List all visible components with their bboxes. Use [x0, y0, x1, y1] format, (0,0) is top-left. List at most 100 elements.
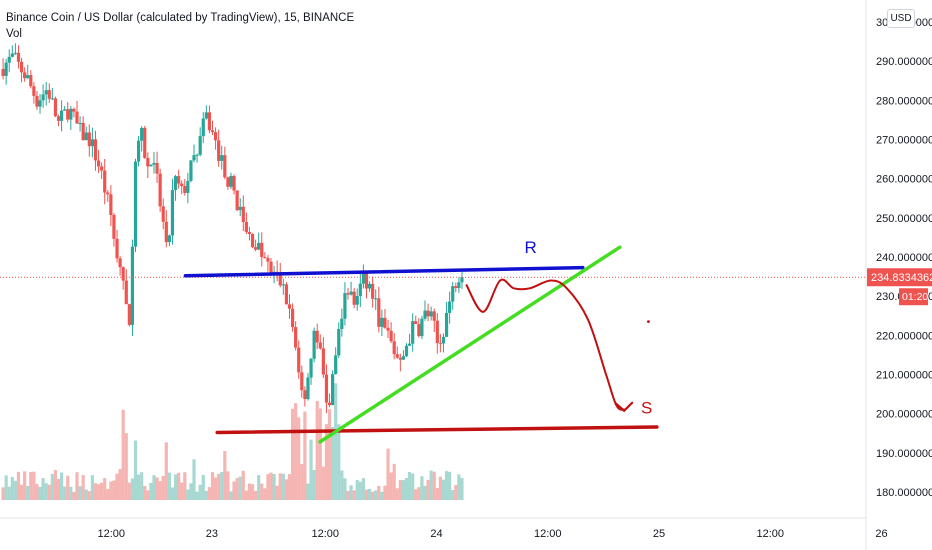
volume-bar [198, 484, 202, 500]
candle [164, 221, 168, 243]
candle [158, 173, 162, 207]
volume-bar [84, 489, 88, 500]
volume-bar [170, 487, 175, 500]
candle [266, 258, 270, 262]
resistance-label: R [524, 238, 536, 257]
candle [177, 176, 181, 184]
candle [374, 298, 378, 300]
volume-bar [352, 490, 356, 500]
candle [226, 177, 230, 187]
price-badge: 234.8334362 01:20 [867, 268, 932, 306]
volume-bar [340, 470, 344, 500]
volume-bar [32, 471, 36, 500]
candle [263, 257, 267, 259]
candle [195, 154, 199, 156]
volume-bar [389, 472, 393, 500]
volume-bar [112, 480, 116, 500]
candle [404, 345, 409, 357]
candle [423, 310, 427, 319]
candle [124, 280, 128, 305]
candle [217, 140, 221, 161]
volume-bar [47, 484, 51, 500]
volume-bar [87, 491, 91, 500]
volume-bar [300, 464, 304, 500]
candle [392, 341, 396, 355]
volume-bar [269, 472, 273, 500]
candle [358, 283, 362, 297]
volume-bar [121, 409, 125, 500]
price-tick-label: 290.0000000 [876, 56, 932, 68]
candle [435, 320, 439, 344]
candle [35, 95, 39, 107]
candle [398, 357, 402, 360]
volume-bar [423, 485, 427, 500]
volume-bar [35, 483, 39, 500]
candle [210, 130, 215, 133]
candle [321, 348, 325, 375]
resistance-line [183, 265, 585, 278]
candle [315, 330, 319, 343]
volume-bar [232, 481, 236, 500]
candle [72, 108, 76, 112]
candle [411, 321, 415, 344]
volume-bar [136, 474, 141, 500]
currency-button[interactable]: USD [887, 9, 915, 28]
countdown-box [899, 288, 928, 306]
volume-bar [318, 408, 322, 500]
volume-bar [59, 472, 64, 500]
volume-bar [297, 417, 301, 500]
candle [417, 324, 421, 337]
drawings: RS [183, 238, 659, 444]
candle [426, 310, 430, 317]
volume-bar [454, 485, 458, 500]
candle [38, 100, 42, 107]
price-tick-label: 260.0000000 [876, 174, 932, 186]
candle [50, 98, 54, 100]
candle [278, 273, 282, 286]
volume-bar [349, 485, 353, 500]
volume-label: Vol [6, 28, 22, 40]
volume-bar [183, 472, 187, 500]
countdown-value: 01:20 [902, 291, 928, 303]
volume-bar [93, 483, 98, 500]
time-tick-label: 25 [653, 528, 665, 540]
candle [383, 317, 387, 328]
volume-bar [207, 487, 212, 500]
candle [1, 69, 5, 76]
candle [337, 329, 341, 356]
volume-bar [161, 475, 165, 500]
candle [260, 242, 264, 258]
volume-bar [41, 478, 45, 500]
volume-bar [432, 471, 436, 500]
volume-bar [374, 490, 378, 500]
candle [389, 330, 393, 342]
candle [170, 190, 175, 236]
candle [96, 160, 101, 167]
candle [29, 75, 33, 87]
volume-bar [451, 490, 455, 500]
volume-bar [346, 490, 350, 500]
candle [93, 139, 98, 161]
volume-bar [100, 482, 104, 500]
volume-bar [167, 472, 171, 500]
volume-bar [235, 478, 239, 500]
volume-bar [460, 478, 464, 500]
candle [334, 355, 338, 375]
candle [13, 52, 17, 54]
volume-bar [327, 409, 332, 500]
volume-bar [13, 480, 17, 500]
volume-bar [380, 491, 384, 500]
symbol-title: Binance Coin / US Dollar (calculated by … [6, 12, 355, 24]
candle [127, 304, 131, 325]
candle [26, 75, 30, 79]
candle [173, 176, 178, 191]
volume-bar [321, 466, 325, 500]
candle [155, 162, 159, 174]
volume-bar [334, 383, 338, 500]
volume-bar [143, 486, 147, 500]
candle [349, 291, 353, 295]
candle [241, 206, 245, 222]
volume-bar [377, 485, 381, 500]
